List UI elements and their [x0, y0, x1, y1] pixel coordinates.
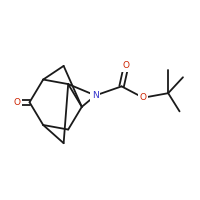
- Text: O: O: [14, 98, 21, 107]
- Text: N: N: [92, 91, 99, 100]
- Text: O: O: [123, 61, 130, 70]
- Text: O: O: [140, 93, 147, 102]
